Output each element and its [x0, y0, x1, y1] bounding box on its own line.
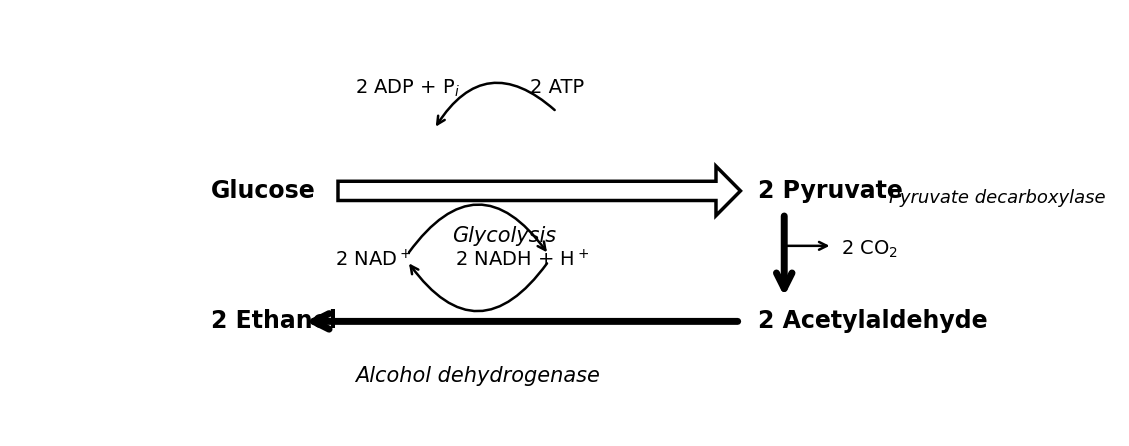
Polygon shape — [338, 166, 741, 215]
Text: 2 CO$_2$: 2 CO$_2$ — [841, 239, 898, 260]
Text: Pyruvate decarboxylase: Pyruvate decarboxylase — [890, 189, 1105, 207]
Text: 2 Pyruvate: 2 Pyruvate — [758, 179, 903, 203]
Text: 2 NADH + H$^+$: 2 NADH + H$^+$ — [455, 249, 589, 270]
Text: Glycolysis: Glycolysis — [453, 226, 557, 246]
Text: Alcohol dehydrogenase: Alcohol dehydrogenase — [356, 366, 601, 386]
Text: Glucose: Glucose — [211, 179, 316, 203]
Text: 2 Acetylaldehyde: 2 Acetylaldehyde — [758, 310, 988, 334]
Text: 2 ADP + P$_i$: 2 ADP + P$_i$ — [356, 77, 461, 99]
Text: 2 Ethanol: 2 Ethanol — [211, 310, 338, 334]
Text: 2 ATP: 2 ATP — [530, 78, 584, 97]
Text: 2 NAD$^+$: 2 NAD$^+$ — [335, 249, 411, 270]
